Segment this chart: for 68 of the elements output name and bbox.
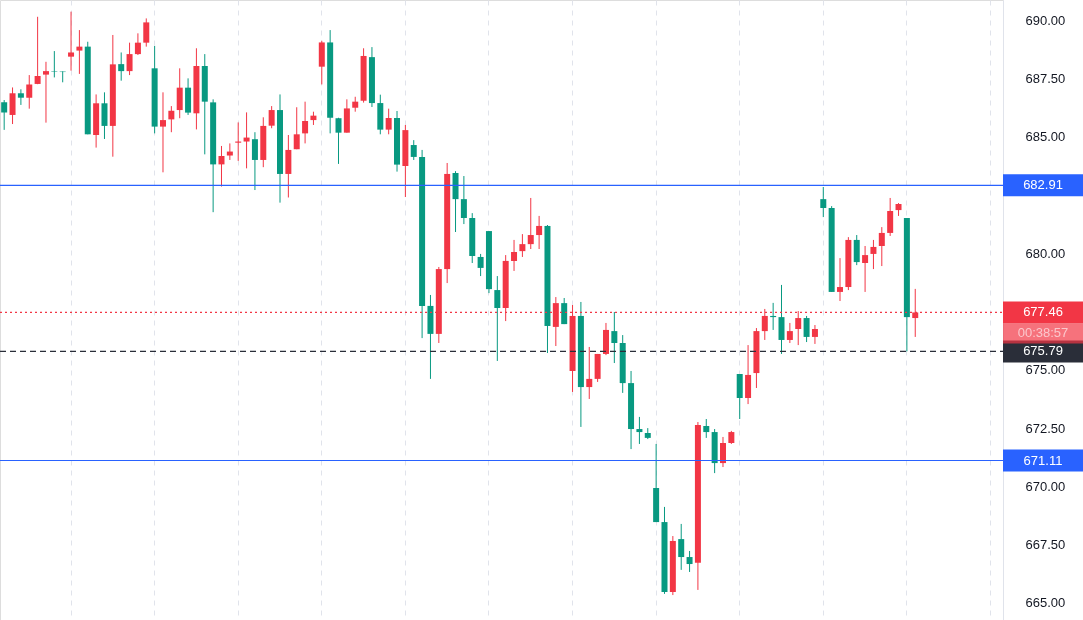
candlestick <box>511 239 518 272</box>
candlestick <box>134 32 141 56</box>
candlestick <box>477 253 484 277</box>
ref-line-label: 675.79 <box>1023 343 1063 359</box>
candlestick <box>51 50 58 78</box>
candlestick <box>168 105 175 133</box>
candlestick <box>703 418 710 439</box>
candlestick <box>745 344 752 405</box>
candlestick <box>853 234 860 266</box>
candlestick <box>820 186 827 218</box>
candlestick <box>778 284 785 355</box>
candlestick <box>176 67 183 119</box>
candlestick <box>293 106 300 150</box>
candlestick <box>226 142 233 161</box>
candlestick <box>720 436 726 468</box>
candlestick <box>878 226 885 267</box>
y-tick-label: 690.00 <box>1025 12 1066 28</box>
candlestick <box>159 91 166 173</box>
candlestick <box>218 145 225 188</box>
y-tick-label: 670.00 <box>1025 478 1066 494</box>
candlestick <box>101 91 108 140</box>
y-tick-label: 685.00 <box>1025 129 1066 145</box>
candlestick <box>410 139 417 161</box>
candlestick <box>460 175 467 225</box>
candlestick <box>68 11 75 72</box>
candlestick <box>561 297 568 325</box>
candlestick <box>887 197 894 237</box>
candlestick <box>76 29 83 75</box>
y-tick-label: 687.50 <box>1025 70 1066 86</box>
candlestick <box>686 550 693 573</box>
y-tick-label: 675.00 <box>1025 362 1066 378</box>
candlestick <box>837 257 844 302</box>
candlestick <box>268 105 275 129</box>
candlestick <box>26 74 33 110</box>
y-tick-label: 667.50 <box>1025 537 1066 553</box>
candlestick <box>1 99 8 131</box>
candlestick <box>636 416 643 445</box>
candlestick <box>870 239 877 270</box>
candlestick <box>42 61 49 124</box>
y-tick-label: 672.50 <box>1025 420 1066 436</box>
candlestick <box>862 245 869 293</box>
candlestick <box>243 111 250 169</box>
candlestick <box>118 51 125 82</box>
candlestick <box>494 275 501 362</box>
y-tick-label: 665.00 <box>1025 595 1066 611</box>
candlestick <box>527 197 534 250</box>
candlestick <box>17 88 24 106</box>
candlestick <box>536 215 543 250</box>
candlestick <box>9 86 16 125</box>
candlestick <box>803 315 810 343</box>
candlestick <box>678 523 685 571</box>
candlestick <box>302 101 309 144</box>
candlestick <box>519 233 526 258</box>
ref-line-label: 682.91 <box>1023 177 1063 193</box>
candlestick <box>786 322 793 344</box>
candlestick <box>335 117 342 165</box>
candlestick <box>586 346 593 400</box>
ref-line-label: 671.11 <box>1023 452 1063 468</box>
text: 00:38:57 <box>1017 325 1069 341</box>
candlestick <box>143 17 150 48</box>
candlestick <box>811 324 818 345</box>
candlestick <box>385 108 392 135</box>
candlestick <box>34 16 41 85</box>
y-tick-label: 680.00 <box>1025 245 1066 261</box>
ref-line-label: 677.46 <box>1023 304 1063 320</box>
candlestick <box>251 131 258 191</box>
candlestick <box>611 311 618 364</box>
candlestick <box>126 42 133 76</box>
